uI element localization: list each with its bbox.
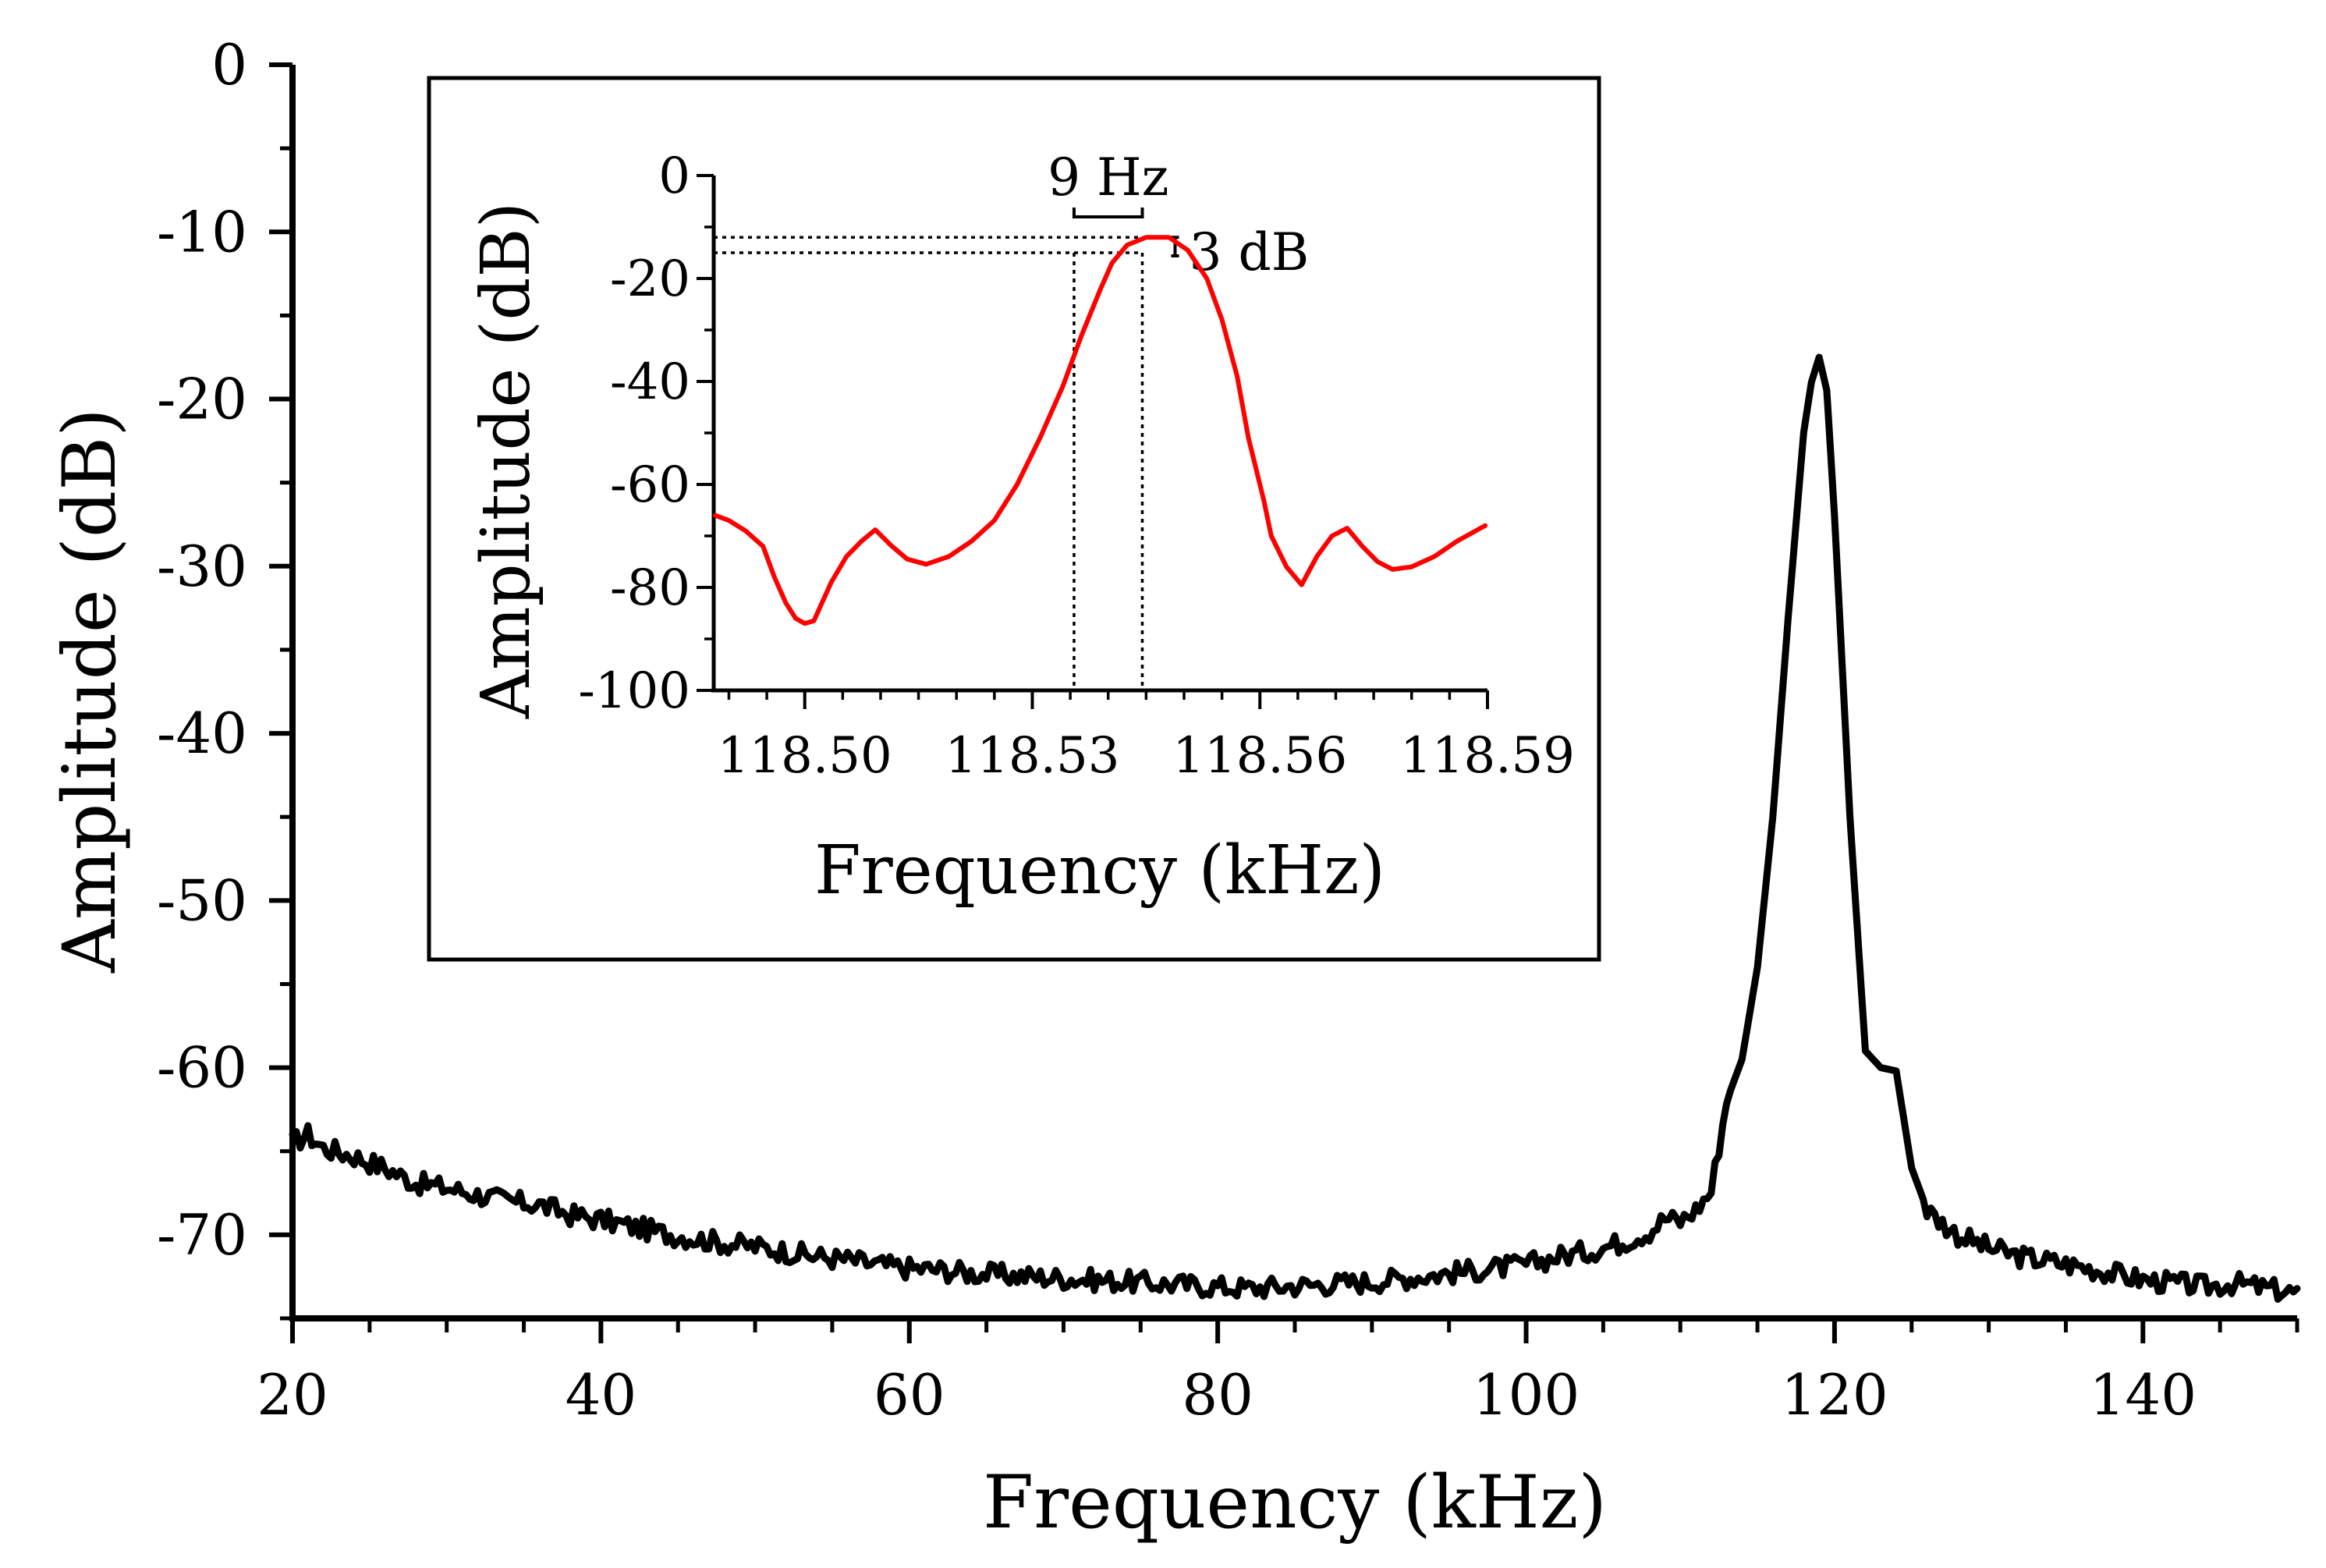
main-y-tick-label: 0 xyxy=(211,32,247,98)
main-y-tick-label: -30 xyxy=(157,534,247,599)
main-x-ticks: 20 40 60 80 100 120 140 xyxy=(257,1318,2299,1428)
main-y-tick-label: -60 xyxy=(157,1035,247,1101)
inset-x-ticks: 118.50 118.53 118.56 118.59 xyxy=(718,690,1575,785)
main-y-tick-label: -10 xyxy=(157,199,247,264)
main-x-tick-label: 100 xyxy=(1473,1362,1580,1428)
inset-y-tick-label: -100 xyxy=(578,662,690,720)
level-label: 3 dB xyxy=(1189,222,1309,282)
main-y-tick-label: -50 xyxy=(157,867,247,933)
main-y-tick-label: -40 xyxy=(157,701,247,766)
inset-x-tick-label: 118.50 xyxy=(718,727,892,785)
inset-chart: 0-20-40-60-80-100 118.50 118.53 118.56 118.… xyxy=(427,76,1601,962)
main-y-tick-label: -70 xyxy=(157,1202,247,1268)
inset-x-tick-label: 118.56 xyxy=(1172,727,1347,785)
main-x-tick-label: 20 xyxy=(257,1362,328,1428)
main-x-tick-label: 120 xyxy=(1781,1362,1888,1428)
inset-y-tick-label: 0 xyxy=(658,147,690,205)
bandwidth-label: 9 Hz xyxy=(1048,147,1168,208)
main-y-axis-label: Amplitude (dB) xyxy=(48,408,133,974)
main-x-tick-label: 140 xyxy=(2090,1362,2197,1428)
inset-y-tick-label: -20 xyxy=(610,250,690,308)
inset-y-tick-label: -40 xyxy=(610,353,690,411)
inset-x-tick-label: 118.59 xyxy=(1400,727,1575,785)
inset-y-ticks: 0 -20 -40 -60 -80 -100 xyxy=(578,147,714,720)
inset-x-axis-label: Frequency (kHz) xyxy=(814,832,1385,910)
main-spectrum-line xyxy=(289,353,2301,1303)
inset-x-tick-label: 118.53 xyxy=(945,727,1120,785)
main-chart: 0 -10 -20 -30 -40 -50 -60 -70 20 40 60 80 100 120 140… xyxy=(48,32,2301,1545)
inset-y-axis-label: Amplitude (dB) xyxy=(467,202,545,719)
bandwidth-bracket xyxy=(1072,208,1144,218)
inset-y-tick-label: -60 xyxy=(610,456,690,514)
main-x-tick-label: 60 xyxy=(874,1362,945,1428)
main-x-axis-label: Frequency (kHz) xyxy=(983,1460,1607,1545)
inset-y-tick-label: -80 xyxy=(610,559,690,617)
main-y-tick-label: -20 xyxy=(157,367,247,432)
main-y-ticks: 0 -10 -20 -30 -40 -50 -60 -70 xyxy=(157,32,293,1321)
main-x-tick-label: 80 xyxy=(1182,1362,1253,1428)
inset-frame xyxy=(427,76,1601,962)
inset-peak-line xyxy=(712,235,1488,626)
main-x-tick-label: 40 xyxy=(566,1362,637,1428)
inset-annotations: 9 Hz 3 dB xyxy=(714,147,1309,690)
